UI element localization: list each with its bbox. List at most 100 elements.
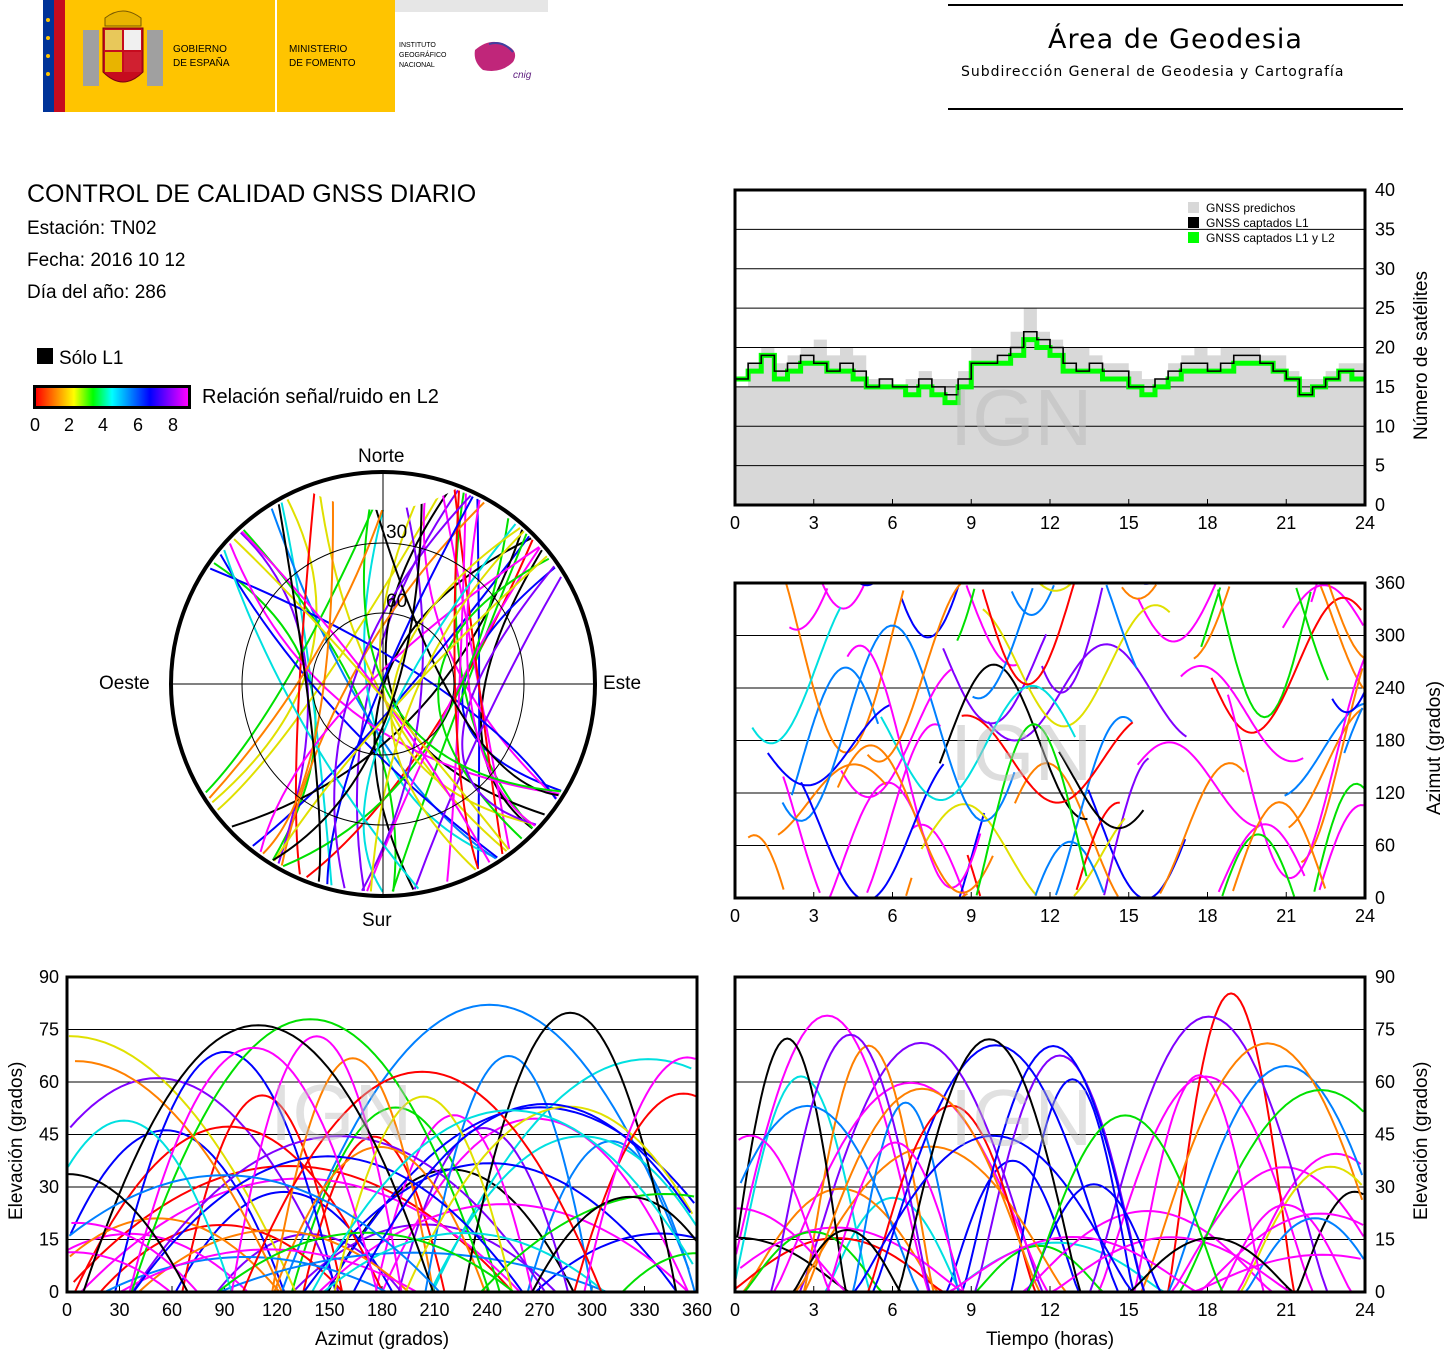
elt-track [802,1044,935,1293]
sky-track [282,518,510,868]
count-ytick-label: 0 [1375,495,1385,515]
count-ytick-label: 10 [1375,416,1395,436]
azimuth-track [1226,657,1366,880]
elt-track [739,1226,964,1293]
count-ytick-label: 30 [1375,259,1395,279]
ring-label-60: 60 [386,591,407,612]
sky-track [262,482,334,855]
count-xtick-label: 0 [730,513,740,533]
elt-track [945,1159,1080,1293]
elaz-track [68,1173,189,1293]
svg-text:NACIONAL: NACIONAL [399,62,435,69]
elt-track [739,1104,920,1293]
elaz-xlabel: Azimut (grados) [315,1329,449,1350]
elt-track [974,1054,1146,1293]
station-label: Estación: TN02 [27,218,157,239]
sky-track [453,490,480,870]
elaz-track [311,1109,694,1293]
azimuth-track [1058,751,1145,830]
elaz-plot-frame [65,975,699,1294]
count-plot-frame [733,188,1367,507]
elt-track [974,1244,1104,1293]
elaz-axes: 0 15 30 45 60 75 90 0 30 60 90 120 150 180 210 240 270 30… [39,967,712,1320]
elt-track [742,1187,939,1293]
elt-track [735,1014,930,1293]
azimuth-track [1193,583,1365,892]
snr-tick-8: 8 [168,415,179,435]
azimuth-ylabel: Azimut (grados) [1424,681,1445,815]
elaz-xtick-label: 270 [524,1300,554,1320]
elt-xtick-label: 9 [966,1300,976,1320]
azimuth-xtick-label: 0 [730,906,740,926]
skyplot-chart: Norte Sur Este Oeste 30 60 [99,440,641,931]
elt-track [853,1134,1134,1293]
elaz-track [534,1232,697,1293]
sky-track [280,501,485,866]
azimuth-ytick-label: 60 [1375,836,1395,856]
sky-track [270,508,497,860]
sky-track [390,527,521,871]
elaz-track [217,1231,515,1293]
elt-track [824,1196,962,1293]
elaz-track [583,1056,696,1293]
elt-track [1236,1152,1362,1293]
elt-track [798,1041,1044,1293]
elaz-track [67,1232,249,1293]
azimuth-track [1281,584,1365,629]
sky-track [440,484,511,850]
snr-tick-6: 6 [133,415,144,435]
elaz-ytick-label: 60 [39,1072,59,1092]
sky-track [363,476,498,859]
count-xtick-label: 3 [809,513,819,533]
elt-track [1295,1190,1364,1293]
sky-north-gap [290,440,470,510]
azimuth-xtick-label: 24 [1355,906,1375,926]
sky-track [223,549,420,890]
elaz-track [480,1192,695,1293]
count-ytick-label: 20 [1375,338,1395,358]
elaz-ytick-label: 90 [39,967,59,987]
elt-xlabel: Tiempo (horas) [986,1329,1114,1350]
elaz-xtick-label: 210 [419,1300,449,1320]
azimuth-track [972,584,1138,897]
snr-label: Relación señal/ruido en L2 [202,386,439,408]
sky-track [211,499,318,804]
elt-track [738,1134,831,1293]
azimuth-track [1310,583,1364,891]
elaz-track [131,1135,547,1293]
azimuth-track [982,604,1171,728]
ring-label-30: 30 [386,522,407,543]
snr-tick-4: 4 [98,415,109,435]
east-label: Este [603,673,641,694]
azimuth-track [1331,691,1366,714]
count-ytick-label: 40 [1375,180,1395,200]
azimuth-track [782,583,941,894]
elaz-track [463,1011,678,1293]
count-legend: GNSS predichos GNSS captados L1 GNSS cap… [1188,201,1335,245]
sky-track [480,549,543,830]
elaz-track [302,1135,446,1293]
elaz-track [531,1195,698,1293]
elaz-track [271,1057,435,1293]
elt-ylabel: Elevación (grados) [1411,1062,1432,1220]
sky-track [231,529,524,828]
azimuth-track [1217,589,1365,892]
azimuth-track [1136,741,1259,829]
elaz-track [67,1119,233,1293]
date-label: Fecha: 2016 10 12 [27,250,186,271]
azimuth-axes: 0 60 120 180 240 300 360 0 3 6 9 12 15 18 21 24 [730,573,1405,926]
azimuth-xtick-label: 3 [809,906,819,926]
elaz-xtick-label: 180 [367,1300,397,1320]
sky-track [369,530,525,892]
elt-plot-frame [733,975,1367,1294]
elt-track [1198,1212,1364,1293]
sky-track [294,487,316,875]
elaz-track [68,1035,297,1293]
azimuth-track [961,714,1134,804]
elt-track [1167,1064,1364,1293]
elt-track [1178,1088,1365,1293]
count-xtick-label: 6 [887,513,897,533]
elaz-xtick-label: 0 [62,1300,72,1320]
elt-track [736,1037,848,1293]
skyplot-grid [169,470,597,898]
